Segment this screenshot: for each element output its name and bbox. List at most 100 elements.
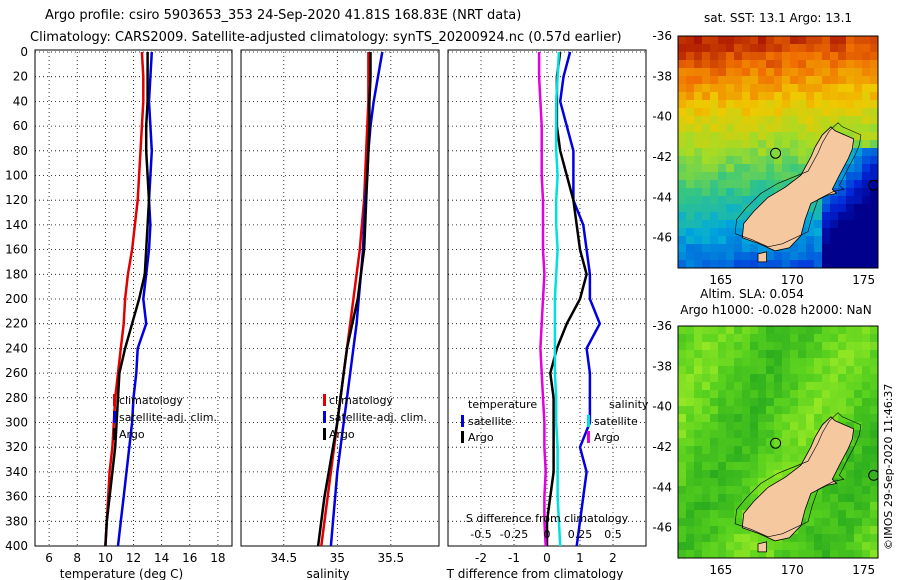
map-cell <box>798 358 806 366</box>
map-cell <box>750 68 758 76</box>
map-cell <box>750 326 758 334</box>
map-x-tick-label: 170 <box>781 273 804 287</box>
map-cell <box>718 542 726 550</box>
map-cell <box>710 534 718 542</box>
map-cell <box>726 172 734 180</box>
map-cell <box>678 124 686 132</box>
map-cell <box>726 180 734 188</box>
map-cell <box>846 204 854 212</box>
y-tick-label: 40 <box>13 94 28 108</box>
map-cell <box>702 398 710 406</box>
map-cell <box>758 326 766 334</box>
map-cell <box>806 430 814 438</box>
map-cell <box>734 148 742 156</box>
map-cell <box>870 438 878 446</box>
map-cell <box>750 52 758 60</box>
map-cell <box>750 132 758 140</box>
map-cell <box>686 502 694 510</box>
map-cell <box>862 228 870 236</box>
map-cell <box>822 374 830 382</box>
map-cell <box>790 550 798 558</box>
map-cell <box>742 156 750 164</box>
map-cell <box>814 526 822 534</box>
map-cell <box>822 204 830 212</box>
y-tick-label: 300 <box>5 416 28 430</box>
map-cell <box>694 366 702 374</box>
map-cell <box>686 486 694 494</box>
map-cell <box>686 84 694 92</box>
map-cell <box>798 84 806 92</box>
map-cell <box>798 252 806 260</box>
map-cell <box>838 108 846 116</box>
map-cell <box>798 334 806 342</box>
map-cell <box>702 518 710 526</box>
map-cell <box>782 52 790 60</box>
map-cell <box>862 100 870 108</box>
map-cell <box>814 220 822 228</box>
map-cell <box>750 438 758 446</box>
map-cell <box>694 478 702 486</box>
map-cell <box>702 36 710 44</box>
map-cell <box>830 398 838 406</box>
map-cell <box>814 406 822 414</box>
map-cell <box>822 84 830 92</box>
map-cell <box>798 236 806 244</box>
map-cell <box>830 244 838 252</box>
map-cell <box>806 36 814 44</box>
map-cell <box>806 542 814 550</box>
y-tick-label: 100 <box>5 169 28 183</box>
map-cell <box>678 244 686 252</box>
map-cell <box>678 180 686 188</box>
map-cell <box>734 188 742 196</box>
map-cell <box>686 406 694 414</box>
map-cell <box>806 108 814 116</box>
map-cell <box>846 132 854 140</box>
map-cell <box>806 84 814 92</box>
map-cell <box>758 140 766 148</box>
map-y-tick-label: -36 <box>652 319 672 333</box>
map-cell <box>694 164 702 172</box>
map-cell <box>726 60 734 68</box>
map-cell <box>822 494 830 502</box>
map-cell <box>734 172 742 180</box>
map-cell <box>686 430 694 438</box>
y-tick-label: 240 <box>5 341 28 355</box>
map-cell <box>782 156 790 164</box>
map-cell <box>726 140 734 148</box>
map-cell <box>678 446 686 454</box>
map-cell <box>790 52 798 60</box>
map-cell <box>822 358 830 366</box>
map-cell <box>726 446 734 454</box>
map-cell <box>854 438 862 446</box>
x-tick-label: 8 <box>73 551 81 565</box>
map-cell <box>702 510 710 518</box>
map-cell <box>822 342 830 350</box>
map-cell <box>718 342 726 350</box>
map-cell <box>870 406 878 414</box>
map-cell <box>758 462 766 470</box>
map-cell <box>726 374 734 382</box>
map-cell <box>846 510 854 518</box>
map-y-tick-label: -38 <box>652 359 672 373</box>
map-cell <box>870 542 878 550</box>
map-cell <box>854 470 862 478</box>
map-cell <box>790 326 798 334</box>
map-cell <box>734 494 742 502</box>
map-cell <box>678 212 686 220</box>
map-cell <box>686 334 694 342</box>
map-cell <box>766 422 774 430</box>
series-line-climatology <box>104 51 145 546</box>
map-cell <box>702 180 710 188</box>
map-cell <box>830 44 838 52</box>
map-cell <box>710 116 718 124</box>
map-cell <box>726 334 734 342</box>
map-cell <box>798 140 806 148</box>
map-cell <box>830 334 838 342</box>
map-cell <box>798 244 806 252</box>
y-tick-label: 280 <box>5 391 28 405</box>
map-cell <box>686 390 694 398</box>
map-cell <box>686 414 694 422</box>
map-cell <box>798 342 806 350</box>
map-cell <box>846 390 854 398</box>
map-cell <box>678 518 686 526</box>
